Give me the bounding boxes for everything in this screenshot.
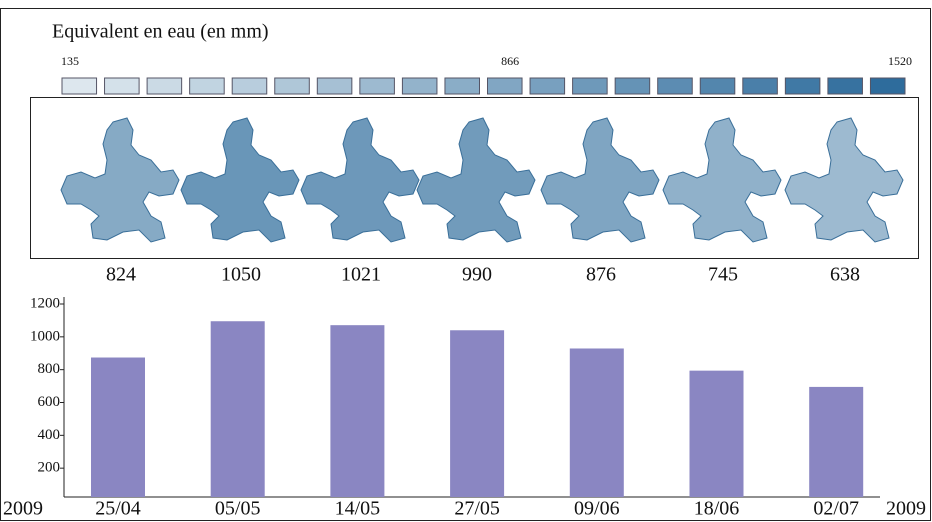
- bar: [330, 325, 385, 497]
- scale-swatch: [529, 77, 566, 95]
- scale-swatch: [359, 77, 395, 95]
- scale-swatch: [401, 77, 438, 95]
- x-tick-label: 14/05: [335, 498, 381, 520]
- scale-swatch: [104, 77, 140, 95]
- x-tick-label: 18/06: [694, 498, 740, 520]
- scale-swatch: [444, 77, 481, 95]
- x-tick-label: 02/07: [813, 498, 859, 520]
- frame: [0, 8, 931, 521]
- bar: [809, 386, 864, 497]
- scale-swatch: [784, 77, 821, 95]
- x-tick-label: 09/06: [574, 498, 620, 520]
- map: [60, 117, 180, 243]
- map-value: 824: [106, 264, 136, 286]
- map: [416, 117, 536, 243]
- x-tick-label: 27/05: [454, 498, 500, 520]
- bar: [210, 321, 265, 497]
- scale-swatch: [614, 77, 651, 95]
- scale-swatch: [657, 77, 693, 95]
- y-tick-label: 600: [38, 394, 61, 410]
- scale-label: 866: [501, 54, 519, 68]
- scale-swatch: [742, 77, 778, 95]
- map: [662, 117, 782, 243]
- map-value: 638: [830, 264, 860, 286]
- map-value: 745: [708, 264, 738, 286]
- scale-swatch: [231, 77, 268, 95]
- year-label: 2009: [3, 498, 43, 520]
- scale-swatch: [146, 77, 183, 95]
- map: [300, 117, 420, 243]
- map-value: 876: [586, 264, 616, 286]
- bar: [91, 357, 145, 497]
- scale-label: 135: [61, 54, 79, 68]
- y-tick-label: 200: [38, 460, 61, 476]
- bar: [569, 348, 624, 497]
- x-tick-label: 05/05: [215, 498, 261, 520]
- y-tick-label: 1200: [30, 295, 60, 311]
- map: [784, 117, 904, 243]
- bar: [450, 330, 505, 497]
- scale-swatch: [189, 77, 225, 95]
- map-value: 1050: [221, 264, 261, 286]
- scale-swatch: [827, 77, 863, 95]
- y-tick-label: 1000: [30, 328, 60, 344]
- y-tick-label: 400: [38, 427, 61, 443]
- map: [180, 117, 300, 243]
- legend-title: Equivalent en eau (en mm): [52, 21, 269, 43]
- x-tick-label: 25/04: [95, 498, 141, 520]
- scale-swatch: [699, 77, 736, 95]
- y-tick-label: 800: [38, 361, 61, 377]
- bar: [689, 370, 744, 497]
- map-value: 990: [462, 264, 492, 286]
- scale-swatch: [572, 77, 608, 95]
- scale-swatch: [61, 77, 98, 95]
- year-label: 2009: [886, 498, 926, 520]
- map-value: 1021: [341, 264, 381, 286]
- scale-swatch: [274, 77, 310, 95]
- scale-swatch: [869, 77, 906, 95]
- scale-swatch: [487, 77, 523, 95]
- scale-swatch: [316, 77, 353, 95]
- maps-frame: [30, 97, 919, 259]
- scale-label: 1520: [888, 54, 912, 68]
- map: [540, 117, 660, 243]
